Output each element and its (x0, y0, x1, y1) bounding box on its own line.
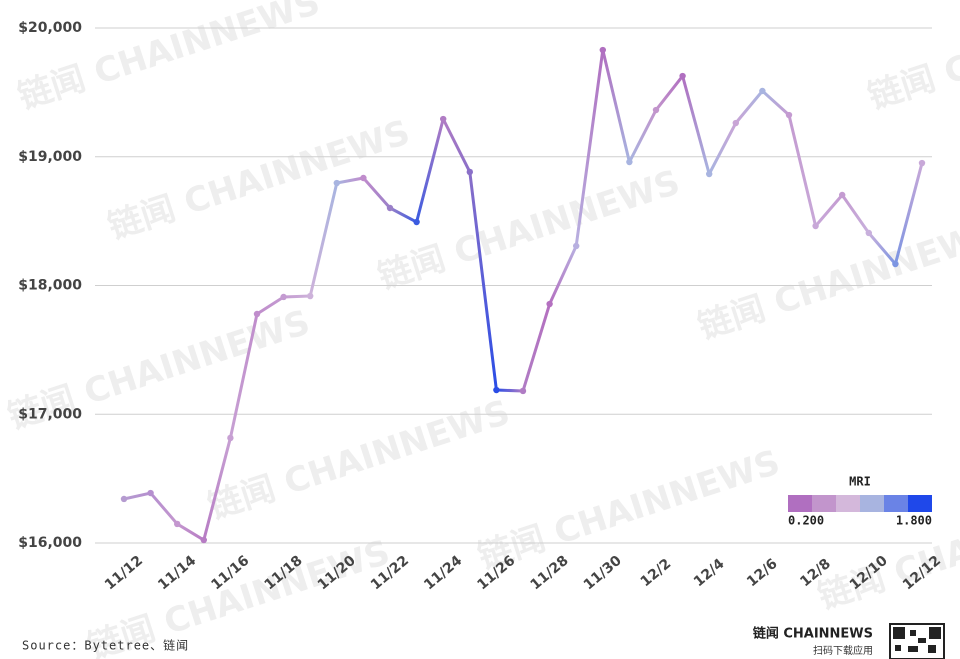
legend-swatch (836, 495, 860, 512)
line-segment (255, 295, 286, 316)
watermark: 链闻 CHAINNEWS (203, 392, 514, 527)
point (174, 520, 181, 528)
line-segment (627, 108, 658, 164)
watermark: 链闻 CHAINNEWS (373, 162, 684, 297)
line-segment (787, 113, 818, 228)
line-segment (840, 193, 871, 235)
line-segment (760, 89, 791, 117)
point (918, 159, 926, 167)
x-tick-label: 11/30 (581, 553, 625, 594)
legend-swatch (812, 495, 836, 512)
source: Source：Bytetree、链闻 (22, 638, 189, 653)
point (386, 204, 394, 212)
line-segment (521, 302, 552, 393)
point (147, 489, 154, 497)
legend-swatch (788, 495, 812, 512)
point (227, 434, 234, 442)
point (812, 222, 819, 230)
point (466, 168, 473, 176)
watermark: 链闻 CHAINNEWS (473, 442, 784, 577)
point (307, 292, 314, 300)
point (759, 87, 766, 95)
watermark: 链闻 CHAINNEWS (103, 112, 414, 247)
y-tick-label: $20,000 (18, 20, 82, 36)
line-segment (707, 121, 738, 176)
point (573, 242, 580, 250)
line-segment (282, 294, 312, 299)
point (333, 179, 340, 187)
x-tick-label: 12/2 (638, 556, 675, 590)
legend-title: MRI (849, 475, 871, 489)
y-tick-label: $16,000 (18, 535, 82, 551)
x-tick-label: 12/4 (691, 556, 728, 590)
legend-swatch (884, 495, 908, 512)
line-segment (415, 117, 445, 224)
line-segment (494, 388, 525, 393)
x-tick-label: 12/6 (744, 556, 781, 590)
legend-label: 1.800 (896, 514, 932, 528)
point (280, 293, 287, 301)
legend-swatch (860, 495, 884, 512)
brand: 链闻 CHAINNEWS (752, 626, 873, 642)
line-segment (228, 312, 259, 440)
point (892, 260, 899, 268)
line-segment (335, 176, 365, 185)
line-segment (149, 491, 179, 526)
point (839, 191, 846, 199)
line-segment (122, 491, 153, 501)
line-segment (361, 176, 392, 210)
line-segment (654, 74, 685, 112)
point (200, 536, 207, 544)
line-segment (468, 170, 498, 392)
line-segment (893, 161, 924, 266)
line-segment (601, 48, 631, 164)
point (706, 170, 713, 178)
line-segment (814, 193, 844, 228)
x-tick-label: 11/14 (155, 553, 199, 594)
line-segment (548, 244, 578, 306)
line-segment (734, 89, 764, 125)
y-tick-label: $19,000 (18, 149, 82, 165)
point (253, 310, 261, 318)
watermark: 链闻 CHAINNEWS (13, 0, 324, 118)
x-tick-label: 11/12 (102, 553, 146, 594)
point (626, 158, 633, 166)
line-segment (681, 74, 711, 176)
point (360, 174, 367, 182)
y-tick-label: $17,000 (18, 406, 82, 422)
line-segment (202, 436, 232, 542)
legend: MRI 0.200 1.800 (788, 475, 932, 528)
line-segment (175, 522, 206, 542)
watermark: 链闻 CHAINNEWS (863, 0, 960, 118)
point (413, 218, 420, 226)
line-segment (441, 117, 472, 174)
legend-swatch (908, 495, 932, 512)
point (732, 119, 739, 127)
point (440, 115, 447, 123)
point (679, 72, 686, 80)
line-segment (388, 206, 419, 224)
x-tick-label: 11/24 (421, 553, 465, 594)
line-segment (308, 181, 339, 298)
point (519, 387, 527, 395)
point (865, 229, 872, 237)
brand-sub: 扫码下载应用 (813, 644, 873, 657)
point (493, 386, 500, 394)
legend-label: 0.200 (788, 514, 824, 528)
y-tick-label: $18,000 (18, 278, 82, 294)
plot (120, 46, 926, 544)
watermark: 链闻 CHAINNEWS (693, 212, 960, 347)
point (599, 46, 606, 54)
line-segment (867, 231, 897, 266)
point (546, 300, 553, 308)
point (652, 106, 660, 114)
qr-code (889, 623, 945, 659)
point (785, 111, 793, 119)
line-segment (574, 48, 605, 248)
point (120, 495, 128, 503)
